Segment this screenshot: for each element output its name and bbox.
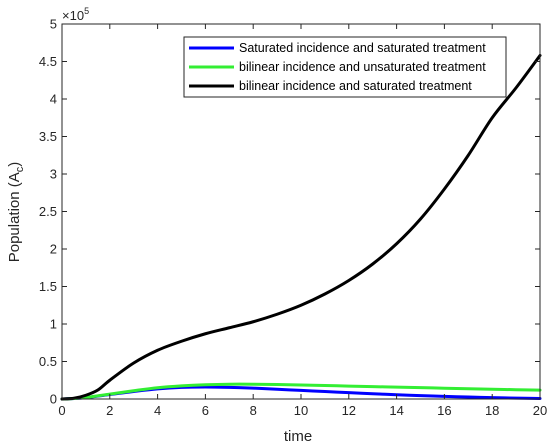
y-tick-label: 1 — [50, 317, 57, 332]
series-layer — [60, 54, 542, 401]
x-tick-label: 16 — [437, 403, 451, 418]
legend-entry-2: bilinear incidence and saturated treatme… — [189, 79, 472, 93]
y-tick-label: 0 — [50, 392, 57, 407]
y-axis-multiplier: ×105 — [62, 6, 89, 23]
legend-label-2: bilinear incidence and saturated treatme… — [239, 79, 472, 93]
y-tick-label: 5 — [50, 17, 57, 32]
legend: Saturated incidence and saturated treatm… — [183, 36, 507, 98]
y-tick-label: 3 — [50, 167, 57, 182]
x-tick-label: 6 — [202, 403, 209, 418]
y-tick-label: 4 — [50, 92, 57, 107]
x-tick-label: 4 — [154, 403, 161, 418]
x-tick-label: 20 — [533, 403, 547, 418]
y-tick-label: 3.5 — [39, 129, 57, 144]
series-line-1 — [60, 382, 542, 401]
x-tick-label: 0 — [58, 403, 65, 418]
series-line-2 — [60, 54, 542, 401]
legend-entry-0: Saturated incidence and saturated treatm… — [189, 41, 486, 55]
x-tick-label: 14 — [389, 403, 403, 418]
y-tick-label: 0.5 — [39, 354, 57, 369]
ticks: 0 2 4 6 8 10 12 14 16 18 20 0 0.5 1 1.5 2 2.5 3 3.5 4 4.5 5 — [39, 17, 547, 419]
y-axis-title-main: Population (A — [6, 172, 23, 262]
legend-box — [183, 36, 507, 98]
x-tick-label: 10 — [294, 403, 308, 418]
y-tick-label: 1.5 — [39, 279, 57, 294]
x-tick-label: 12 — [342, 403, 356, 418]
y-tick-label: 4.5 — [39, 54, 57, 69]
y-tick-label: 2.5 — [39, 204, 57, 219]
x-tick-label: 8 — [250, 403, 257, 418]
legend-label-1: bilinear incidence and unsaturated treat… — [239, 60, 486, 74]
x-axis-title: time — [284, 428, 312, 445]
y-tick-label: 2 — [50, 242, 57, 257]
y-axis-title-close: ) — [6, 162, 23, 167]
legend-entry-1: bilinear incidence and unsaturated treat… — [189, 60, 486, 74]
y-axis-title-subscript: c — [14, 166, 26, 172]
y-axis-title: Population (Ac) — [6, 162, 26, 263]
x-tick-label: 2 — [106, 403, 113, 418]
y-axis-multiplier-exponent: 5 — [84, 6, 89, 16]
legend-label-0: Saturated incidence and saturated treatm… — [239, 41, 486, 55]
y-axis-multiplier-base: ×10 — [62, 8, 84, 23]
x-tick-label: 18 — [485, 403, 499, 418]
